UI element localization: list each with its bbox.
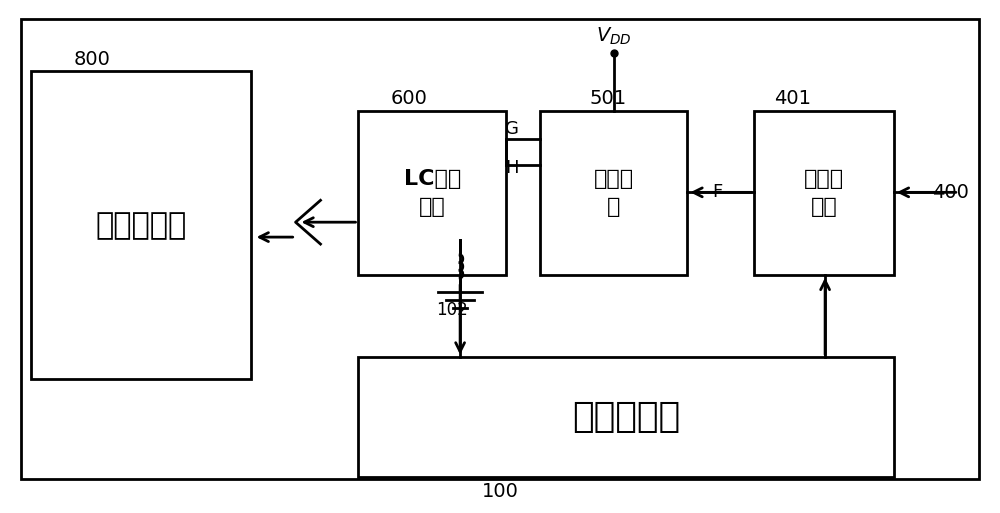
Bar xyxy=(358,358,894,477)
Text: 栅极驱
动器: 栅极驱 动器 xyxy=(804,169,844,217)
Text: F: F xyxy=(712,183,723,201)
Bar xyxy=(754,111,894,275)
Text: 102: 102 xyxy=(436,301,468,319)
Text: 800: 800 xyxy=(73,50,110,69)
Text: 501: 501 xyxy=(590,89,627,108)
Text: 锁相环回路: 锁相环回路 xyxy=(572,400,680,434)
Text: 600: 600 xyxy=(390,89,427,108)
Text: $V_{DD}$: $V_{DD}$ xyxy=(596,26,632,47)
Bar xyxy=(31,71,251,379)
Text: LC谐振
回路: LC谐振 回路 xyxy=(404,169,461,217)
Text: H: H xyxy=(505,160,519,177)
Text: 401: 401 xyxy=(774,89,811,108)
Text: 无线充电器: 无线充电器 xyxy=(95,211,187,240)
Text: 400: 400 xyxy=(932,183,969,202)
Text: G: G xyxy=(505,120,519,137)
Bar xyxy=(358,111,506,275)
Text: 电流开
关: 电流开 关 xyxy=(594,169,634,217)
Bar xyxy=(540,111,687,275)
Text: 100: 100 xyxy=(482,482,518,501)
